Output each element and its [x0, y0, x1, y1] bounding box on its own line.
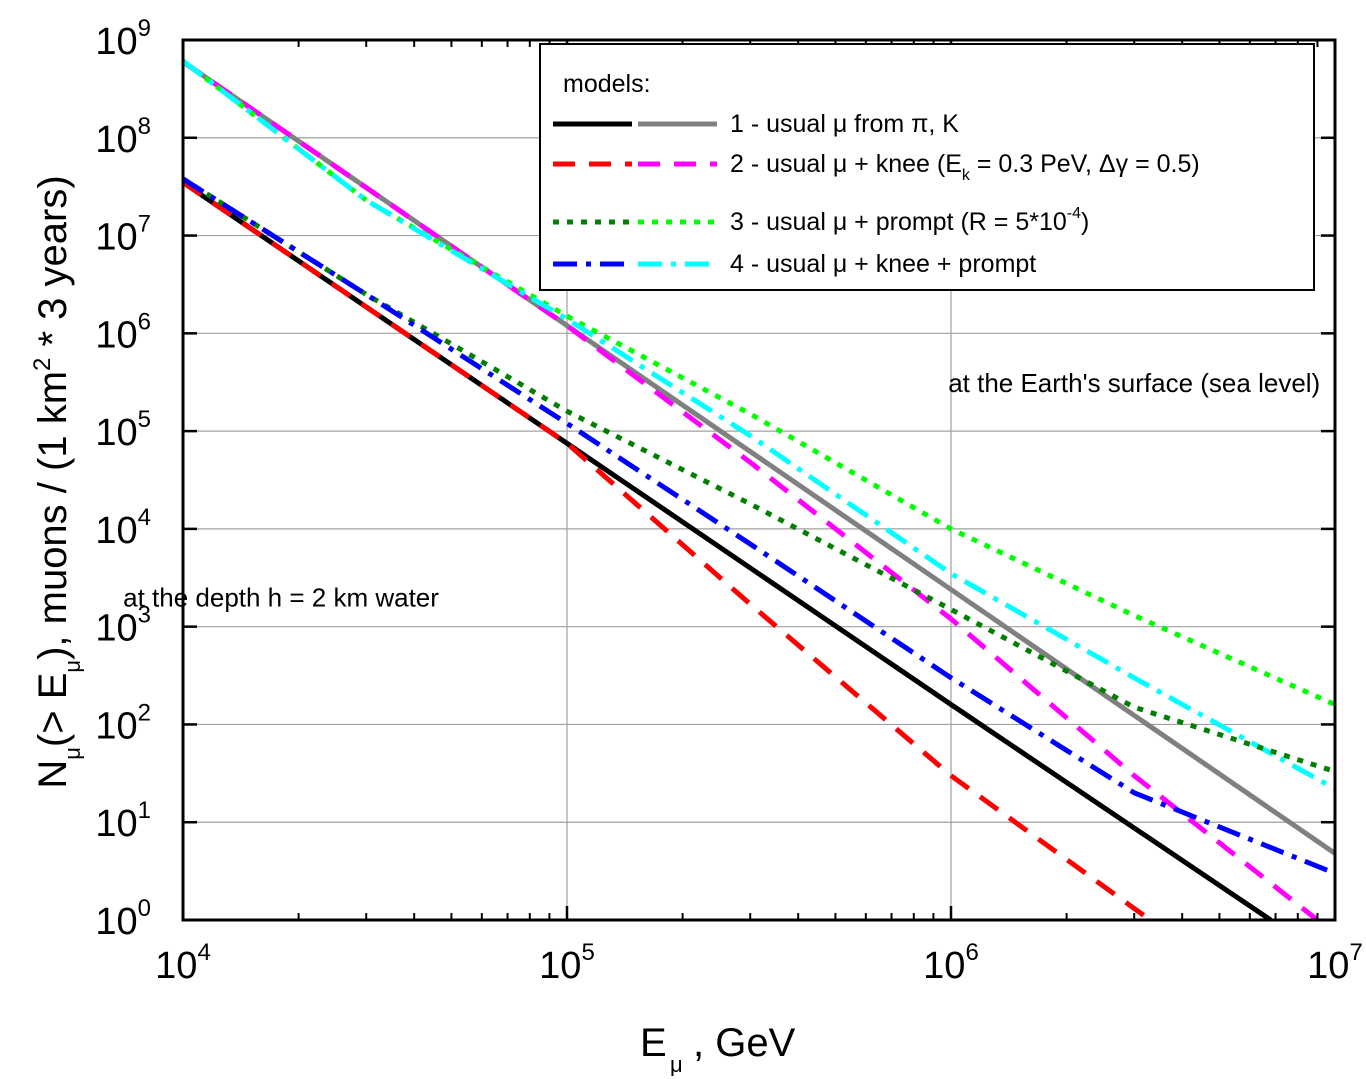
y-axis-title: Nμ(> Eμ), muons / (1 km2 * 3 years)	[29, 175, 85, 788]
x-tick-label: 105	[539, 939, 595, 987]
y-tick-label: 104	[95, 504, 151, 552]
annotation-text: at the Earth's surface (sea level)	[948, 368, 1320, 398]
y-tick-label: 103	[95, 602, 151, 650]
legend-entry: 1 - usual μ from π, K	[553, 110, 959, 138]
plot-frame	[181, 38, 1337, 922]
legend-label: 4 - usual μ + knee + prompt	[730, 250, 1036, 278]
legend-title: models:	[563, 70, 651, 98]
y-tick-label: 101	[95, 797, 151, 845]
legend-entry: 3 - usual μ + prompt (R = 5*10-4)	[553, 205, 1089, 236]
series-line-surface-dash	[183, 59, 1319, 920]
y-tick-label: 107	[95, 211, 151, 259]
y-tick-label: 109	[95, 15, 151, 63]
x-tick-label: 104	[155, 939, 211, 987]
annotations: at the Earth's surface (sea level) at the…	[123, 368, 1320, 613]
x-axis-title-rest: , GeV	[693, 1021, 796, 1065]
series-line-depth-dash	[183, 180, 1152, 920]
legend-entry: 2 - usual μ + knee (Ek = 0.3 PeV, Δγ = 0…	[553, 150, 1200, 184]
y-tick-label: 106	[95, 308, 151, 356]
y-tick-label: 102	[95, 699, 151, 747]
legend-box	[539, 43, 1315, 291]
x-axis-title-main: E	[640, 1021, 667, 1065]
x-axis-title: E μ , GeV	[640, 1021, 796, 1077]
series-lines	[183, 59, 1335, 920]
y-tick-label: 105	[95, 406, 151, 454]
x-tick-label: 106	[923, 939, 979, 987]
y-tick-label: 100	[95, 895, 151, 943]
x-axis-title-sub: μ	[670, 1052, 683, 1077]
y-tick-label: 108	[95, 113, 151, 161]
legend-entry: 4 - usual μ + knee + prompt	[553, 250, 1036, 278]
legend: models: 1 - usual μ from π, K 2 - usual μ…	[539, 43, 1315, 291]
annotation-text: at the depth h = 2 km water	[123, 583, 439, 613]
y-axis-title-text: Nμ(> Eμ), muons / (1 km2 * 3 years)	[29, 175, 85, 788]
x-tick-label: 107	[1307, 939, 1363, 987]
axis-ticks: 104 105 106 107 100 101 102 103 104 105 106 107 108 1…	[95, 15, 1362, 987]
series-line-depth-dashdot	[183, 176, 1335, 876]
legend-label: 1 - usual μ from π, K	[730, 110, 959, 138]
legend-label: 2 - usual μ + knee (Ek = 0.3 PeV, Δγ = 0…	[730, 150, 1200, 184]
legend-label: 3 - usual μ + prompt (R = 5*10-4)	[730, 205, 1089, 236]
series-line-surface-dashdot	[183, 59, 1335, 791]
